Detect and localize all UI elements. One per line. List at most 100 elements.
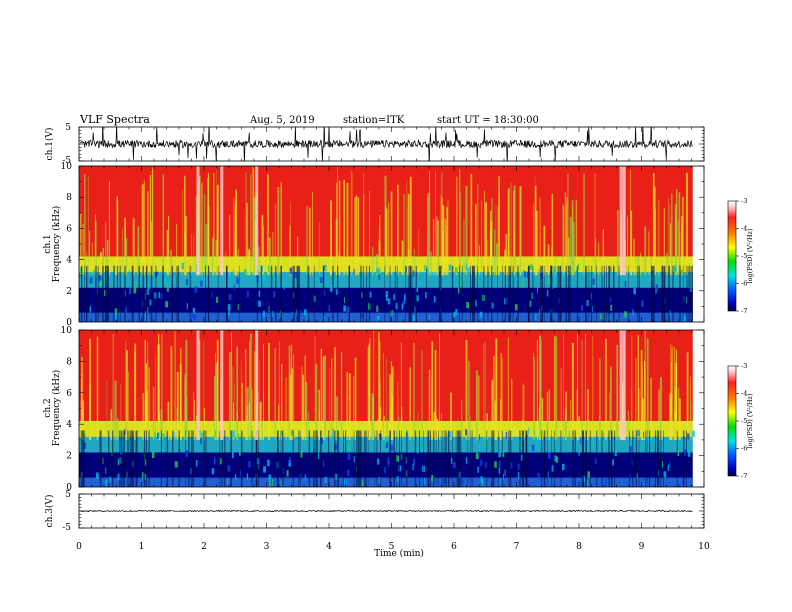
spectrogram-streak (403, 194, 405, 276)
spectrogram-speck (114, 265, 116, 272)
spectrogram-speck (304, 474, 306, 481)
spectrogram-streak (124, 217, 126, 276)
spectrogram-speck (263, 466, 266, 473)
ch1-waveform-ticks (78, 126, 705, 162)
spectrogram-spike (632, 430, 633, 487)
spectrogram-speck (558, 298, 561, 305)
spectrogram-streak (193, 236, 195, 276)
spectrogram-spike (470, 265, 471, 322)
spectrogram-spike (132, 265, 134, 322)
spectrogram-streak (540, 342, 542, 440)
spectrogram-speck (692, 430, 695, 437)
spectrogram-streak (329, 368, 330, 440)
spectrogram-speck (299, 309, 302, 317)
spectrogram-spike (662, 265, 664, 322)
spectrogram-speck (369, 291, 372, 298)
spectrogram-spike (316, 430, 318, 487)
spectrogram-spike (652, 265, 654, 322)
spectrogram-speck (460, 279, 463, 287)
spectrogram-spike (191, 430, 193, 487)
spectrogram-speck (642, 442, 644, 449)
spectrogram-streak (168, 215, 170, 276)
spectrogram-streak (246, 387, 249, 440)
spectrogram-streak (401, 406, 403, 440)
spectrogram-streak (116, 196, 118, 276)
spectrogram-spike (664, 265, 666, 322)
spectrogram-streak (229, 351, 231, 440)
spectrogram-streak (203, 408, 205, 440)
spectrogram-speck (193, 314, 197, 321)
spectrogram-spike (230, 430, 232, 487)
spectrogram-speck (680, 269, 683, 276)
spectrogram-speck (641, 300, 644, 307)
ch3-waveform-ylabel: ch.3(V) (44, 495, 55, 528)
spectrogram-speck (232, 430, 235, 437)
spectrogram-spike (165, 430, 167, 487)
spectrogram-speck (162, 433, 165, 440)
y-tick-label: 6 (66, 389, 72, 399)
spectrogram-streak (477, 184, 479, 276)
spectrogram-streak (682, 196, 684, 276)
spectrogram-spike (136, 430, 138, 487)
spectrogram-spike (275, 265, 277, 322)
spectrogram-streak (322, 356, 324, 440)
spectrogram-streak (248, 249, 250, 276)
spectrogram-speck (466, 302, 469, 309)
spectrogram-spike (603, 265, 605, 322)
spectrogram-spike (298, 265, 300, 322)
spectrogram-speck (347, 453, 351, 460)
spectrogram-streak (142, 393, 144, 440)
spectrogram-speck (93, 269, 95, 276)
spectrogram-spike (653, 265, 655, 322)
spectrogram-streak (397, 184, 399, 276)
spectrogram-spike (528, 265, 530, 322)
spectrogram-streak (318, 389, 320, 440)
spectrogram-streak (314, 336, 316, 440)
spectrogram-streak (690, 376, 691, 440)
spectrogram-spike (435, 430, 437, 487)
spectrogram-streak (505, 234, 508, 276)
ch2-colorbar-gradient (727, 365, 737, 477)
spectrogram-spike (487, 265, 489, 322)
spectrogram-spike (608, 430, 610, 487)
spectrogram-spike (81, 265, 83, 322)
spectrogram-streak (484, 190, 485, 276)
spectrogram-streak (560, 368, 562, 440)
spectrogram-speck (678, 441, 681, 448)
spectrogram-spike (440, 265, 442, 322)
spectrogram-speck (603, 432, 605, 439)
spectrogram-spike (551, 430, 552, 487)
spectrogram-speck (521, 281, 524, 288)
spectrogram-spike (374, 430, 376, 487)
ch1-colorbar-gradient (727, 200, 737, 312)
spectrogram-speck (199, 430, 201, 437)
spectrogram-spike (256, 265, 259, 322)
spectrogram-spike (629, 430, 630, 487)
spectrogram-speck (332, 428, 334, 436)
spectrogram-spike (208, 265, 210, 322)
spectrogram-spike (135, 430, 137, 487)
spectrogram-spike (205, 265, 206, 322)
spectrogram-speck (455, 267, 458, 274)
spectrogram-spike (345, 430, 347, 487)
spectrogram-streak (594, 173, 596, 276)
spectrogram-streak (671, 346, 673, 440)
spectrogram-streak (215, 240, 217, 276)
spectrogram-streak (289, 226, 291, 276)
spectrogram-spike (429, 430, 431, 487)
spectrogram-streak (671, 193, 673, 276)
spectrogram-streak (133, 218, 135, 276)
spectrogram-streak (435, 171, 436, 276)
spectrogram-spike (167, 430, 169, 487)
spectrogram-streak (519, 190, 522, 276)
spectrogram-spike (547, 430, 548, 487)
spectrogram-streak (637, 335, 639, 440)
spectrogram-spike (148, 430, 150, 487)
spectrogram-spike (102, 265, 104, 322)
ch2-spectrogram-channel: ch.2 (43, 398, 53, 417)
spectrogram-spike (501, 430, 503, 487)
spectrogram-spike (445, 430, 447, 487)
spectrogram-speck (237, 433, 239, 440)
spectrogram-spike (81, 265, 82, 322)
spectrogram-spike (660, 430, 662, 487)
